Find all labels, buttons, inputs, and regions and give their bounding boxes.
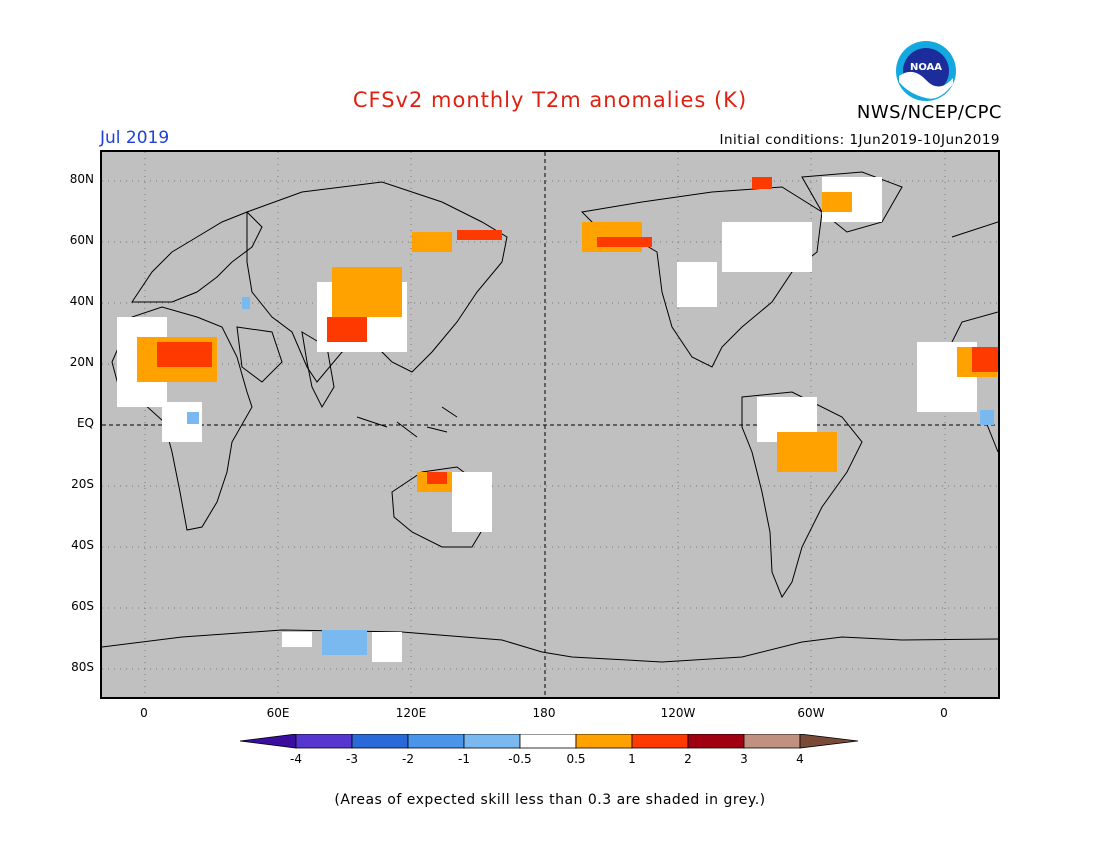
lat-label-80s: 80S <box>71 660 94 674</box>
coastlines <box>102 171 998 663</box>
anomaly-map <box>100 150 1000 699</box>
initial-conditions: Initial conditions: 1Jun2019-10Jun2019 <box>719 132 1000 148</box>
legend-label: -4 <box>290 752 302 766</box>
near-normal-areas <box>117 177 977 662</box>
lon-label-0-right: 0 <box>940 706 948 720</box>
legend-label: 1 <box>628 752 636 766</box>
lon-label-0: 0 <box>140 706 148 720</box>
legend-swatch-1-05 <box>463 734 521 749</box>
legend-label: 3 <box>740 752 748 766</box>
legend-swatch-1-2 <box>631 734 689 749</box>
legend-swatch-2-1 <box>407 734 465 749</box>
lat-label-eq: EQ <box>76 416 94 430</box>
legend-label: 4 <box>796 752 804 766</box>
lat-label-20n: 20N <box>69 355 94 369</box>
noaa-logo-icon: NOAA <box>896 41 956 101</box>
legend-label: -3 <box>346 752 358 766</box>
cool-anomaly-areas <box>187 297 994 655</box>
warm-anomaly-areas <box>137 192 997 492</box>
legend-label: -0.5 <box>508 752 532 766</box>
legend-swatch-near-normal <box>519 734 577 749</box>
legend-swatch-2-3 <box>687 734 745 749</box>
legend-label: -1 <box>458 752 470 766</box>
strong-warm-areas <box>157 177 998 484</box>
legend-swatch-3-2 <box>351 734 409 749</box>
legend-swatch-gt-4 <box>799 734 859 749</box>
color-legend <box>240 734 859 749</box>
map-title: CFSv2 monthly T2m anomalies (K) <box>352 88 748 112</box>
forecast-month: Jul 2019 <box>100 128 170 148</box>
map-canvas <box>102 152 998 697</box>
lat-label-40s: 40S <box>71 538 94 552</box>
logo-text: NOAA <box>910 62 942 73</box>
organization-label: NWS/NCEP/CPC <box>856 102 1002 123</box>
lat-label-40n: 40N <box>69 294 94 308</box>
lon-label-180: 180 <box>532 706 556 720</box>
legend-swatch-lt-4 <box>240 734 297 749</box>
lat-label-60s: 60S <box>71 599 94 613</box>
lon-label-120e: 120E <box>395 706 427 720</box>
lat-label-20s: 20S <box>71 477 94 491</box>
lat-label-60n: 60N <box>69 233 94 247</box>
legend-swatch-3-4 <box>743 734 801 749</box>
lon-label-60e: 60E <box>266 706 290 720</box>
legend-label: -2 <box>402 752 414 766</box>
lat-label-80n: 80N <box>69 172 94 186</box>
legend-swatch-4-3 <box>295 734 353 749</box>
legend-label: 0.5 <box>566 752 586 766</box>
legend-swatch-05-1 <box>575 734 633 749</box>
lon-label-120w: 120W <box>660 706 696 720</box>
skill-note: (Areas of expected skill less than 0.3 a… <box>334 792 766 808</box>
lon-label-60w: 60W <box>797 706 825 720</box>
legend-label: 2 <box>684 752 692 766</box>
